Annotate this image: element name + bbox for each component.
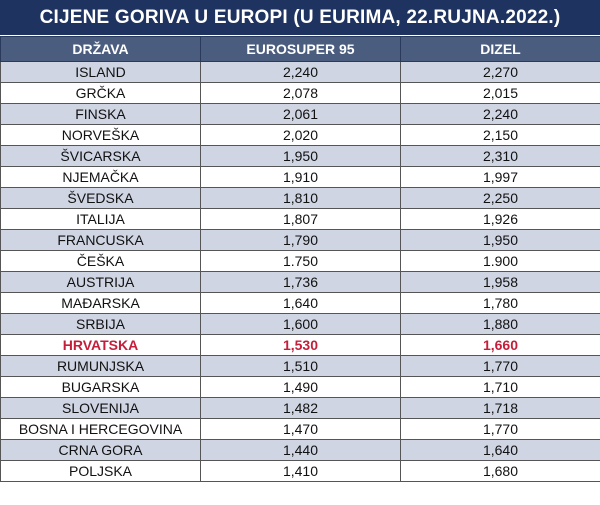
country-cell: FRANCUSKA <box>0 229 201 251</box>
eurosuper-cell: 1,600 <box>200 313 401 335</box>
dizel-cell: 2,240 <box>400 103 600 125</box>
eurosuper-cell: 1,950 <box>200 145 401 167</box>
table-row: ČEŠKA 1.750 1.900 <box>0 250 600 272</box>
table-row: ISLAND 2,240 2,270 <box>0 61 600 83</box>
eurosuper-cell: 2,061 <box>200 103 401 125</box>
table-row: CRNA GORA 1,440 1,640 <box>0 439 600 461</box>
table-row: NJEMAČKA 1,910 1,997 <box>0 166 600 188</box>
country-cell: CRNA GORA <box>0 439 201 461</box>
eurosuper-cell: 1,482 <box>200 397 401 419</box>
dizel-cell: 1,640 <box>400 439 600 461</box>
country-cell: NORVEŠKA <box>0 124 201 146</box>
column-header-dizel: DIZEL <box>400 36 600 62</box>
dizel-cell: 1,710 <box>400 376 600 398</box>
country-cell: ŠVEDSKA <box>0 187 201 209</box>
table-row: SRBIJA 1,600 1,880 <box>0 313 600 335</box>
table-row: HRVATSKA 1,530 1,660 <box>0 334 600 356</box>
eurosuper-cell: 2,020 <box>200 124 401 146</box>
table-body: ISLAND 2,240 2,270 GRČKA 2,078 2,015 FINSKA 2,0… <box>0 61 600 482</box>
country-cell: RUMUNJSKA <box>0 355 201 377</box>
dizel-cell: 2,270 <box>400 61 600 83</box>
table-row: ŠVEDSKA 1,810 2,250 <box>0 187 600 209</box>
eurosuper-cell: 1,510 <box>200 355 401 377</box>
dizel-cell: 1,950 <box>400 229 600 251</box>
dizel-cell: 2,310 <box>400 145 600 167</box>
eurosuper-cell: 1,530 <box>200 334 401 356</box>
eurosuper-cell: 1,790 <box>200 229 401 251</box>
table-row: ITALIJA 1,807 1,926 <box>0 208 600 230</box>
dizel-cell: 2,150 <box>400 124 600 146</box>
table-row: BOSNA I HERCEGOVINA 1,470 1,770 <box>0 418 600 440</box>
country-cell: ČEŠKA <box>0 250 201 272</box>
column-header-country: DRŽAVA <box>0 36 201 62</box>
eurosuper-cell: 1,410 <box>200 460 401 482</box>
table-row: AUSTRIJA 1,736 1,958 <box>0 271 600 293</box>
country-cell: GRČKA <box>0 82 201 104</box>
dizel-cell: 1,770 <box>400 418 600 440</box>
table-row: BUGARSKA 1,490 1,710 <box>0 376 600 398</box>
dizel-cell: 1,718 <box>400 397 600 419</box>
table-row: ŠVICARSKA 1,950 2,310 <box>0 145 600 167</box>
country-cell: HRVATSKA <box>0 334 201 356</box>
eurosuper-cell: 1,736 <box>200 271 401 293</box>
country-cell: SRBIJA <box>0 313 201 335</box>
fuel-price-table: DRŽAVA EUROSUPER 95 DIZEL ISLAND 2,240 2,2… <box>0 36 600 482</box>
table-title: CIJENE GORIVA U EUROPI (U EURIMA, 22.RUJ… <box>0 0 600 36</box>
dizel-cell: 1,770 <box>400 355 600 377</box>
dizel-cell: 2,250 <box>400 187 600 209</box>
header-row: DRŽAVA EUROSUPER 95 DIZEL <box>0 36 600 62</box>
dizel-cell: 1,926 <box>400 208 600 230</box>
eurosuper-cell: 2,240 <box>200 61 401 83</box>
dizel-cell: 1,780 <box>400 292 600 314</box>
dizel-cell: 1.900 <box>400 250 600 272</box>
country-cell: ITALIJA <box>0 208 201 230</box>
country-cell: SLOVENIJA <box>0 397 201 419</box>
country-cell: BOSNA I HERCEGOVINA <box>0 418 201 440</box>
table-row: SLOVENIJA 1,482 1,718 <box>0 397 600 419</box>
dizel-cell: 2,015 <box>400 82 600 104</box>
eurosuper-cell: 1,807 <box>200 208 401 230</box>
column-header-eurosuper: EUROSUPER 95 <box>200 36 401 62</box>
table-row: FINSKA 2,061 2,240 <box>0 103 600 125</box>
table-row: FRANCUSKA 1,790 1,950 <box>0 229 600 251</box>
country-cell: ISLAND <box>0 61 201 83</box>
eurosuper-cell: 1,490 <box>200 376 401 398</box>
country-cell: ŠVICARSKA <box>0 145 201 167</box>
dizel-cell: 1,660 <box>400 334 600 356</box>
dizel-cell: 1,680 <box>400 460 600 482</box>
table-header: DRŽAVA EUROSUPER 95 DIZEL <box>0 36 600 62</box>
eurosuper-cell: 1,440 <box>200 439 401 461</box>
country-cell: AUSTRIJA <box>0 271 201 293</box>
country-cell: BUGARSKA <box>0 376 201 398</box>
eurosuper-cell: 1,910 <box>200 166 401 188</box>
table-row: GRČKA 2,078 2,015 <box>0 82 600 104</box>
eurosuper-cell: 1,640 <box>200 292 401 314</box>
eurosuper-cell: 1.750 <box>200 250 401 272</box>
table-row: NORVEŠKA 2,020 2,150 <box>0 124 600 146</box>
country-cell: MAĐARSKA <box>0 292 201 314</box>
eurosuper-cell: 1,470 <box>200 418 401 440</box>
table-row: POLJSKA 1,410 1,680 <box>0 460 600 482</box>
country-cell: POLJSKA <box>0 460 201 482</box>
country-cell: FINSKA <box>0 103 201 125</box>
eurosuper-cell: 1,810 <box>200 187 401 209</box>
country-cell: NJEMAČKA <box>0 166 201 188</box>
table-row: RUMUNJSKA 1,510 1,770 <box>0 355 600 377</box>
dizel-cell: 1,880 <box>400 313 600 335</box>
dizel-cell: 1,997 <box>400 166 600 188</box>
dizel-cell: 1,958 <box>400 271 600 293</box>
table-row: MAĐARSKA 1,640 1,780 <box>0 292 600 314</box>
eurosuper-cell: 2,078 <box>200 82 401 104</box>
